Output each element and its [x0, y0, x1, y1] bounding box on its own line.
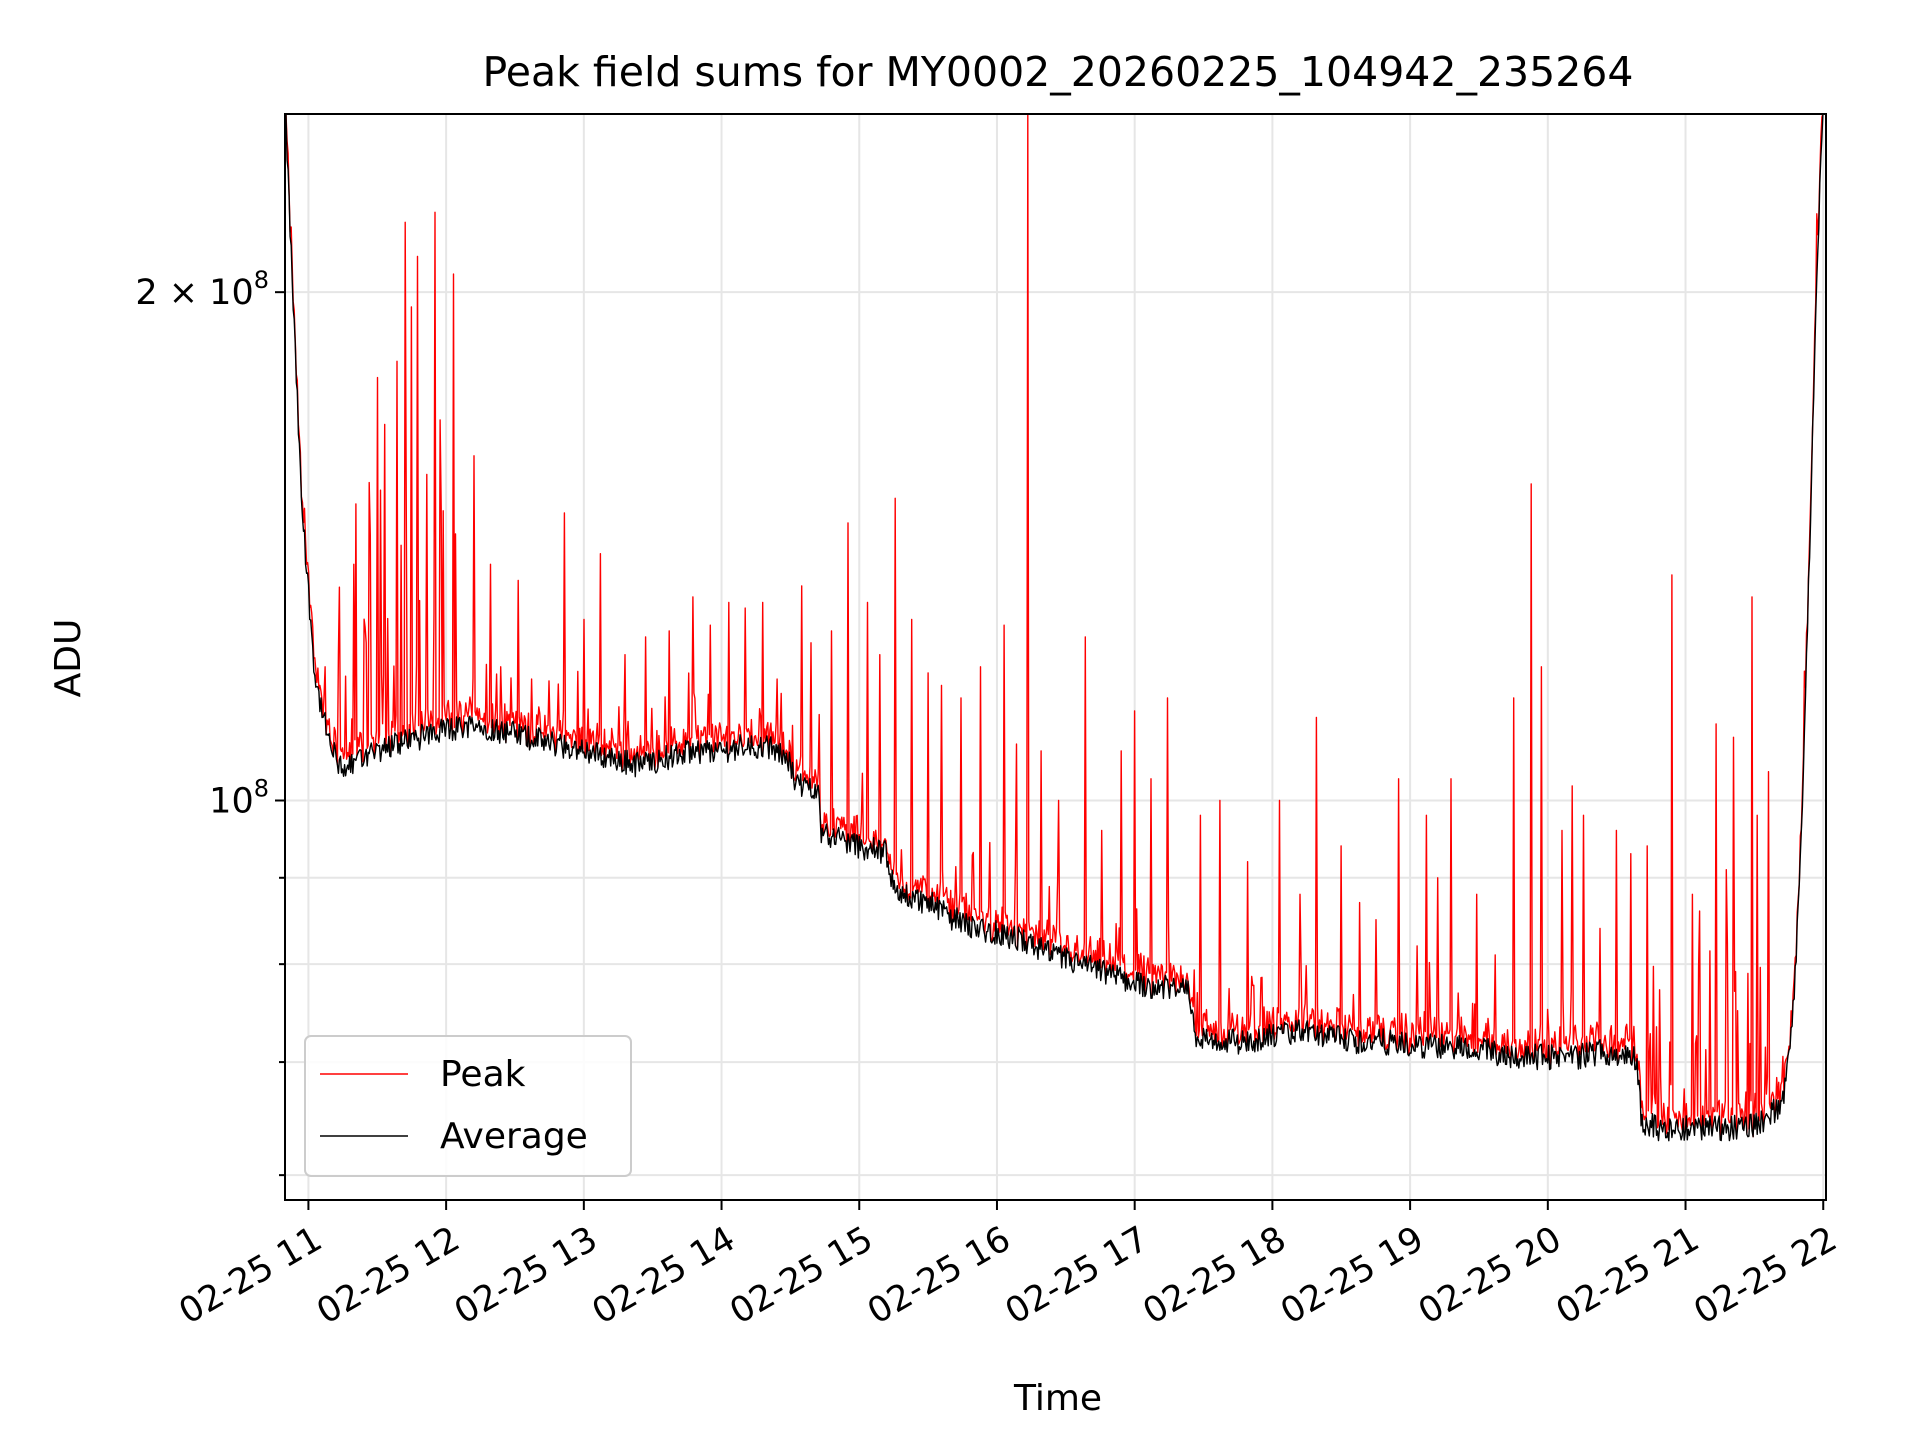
legend-box — [304, 1035, 632, 1177]
legend: Peak Average — [304, 1035, 632, 1177]
chart-title: Peak field sums for MY0002_20260225_1049… — [483, 48, 1634, 96]
y-tick-label: 2 × 108 — [135, 266, 269, 313]
y-axis-label: ADU — [48, 619, 89, 698]
series-layer — [285, 114, 1826, 1142]
grid-layer — [285, 114, 1826, 1200]
y-tick-label: 108 — [209, 775, 269, 822]
x-axis-label: Time — [1013, 1378, 1102, 1419]
legend-average-label: Average — [440, 1116, 588, 1157]
legend-peak-label: Peak — [440, 1054, 526, 1095]
plot-area-frame — [284, 113, 1827, 1201]
series-line-average — [285, 114, 1826, 1142]
series-line-peak — [285, 114, 1826, 1140]
